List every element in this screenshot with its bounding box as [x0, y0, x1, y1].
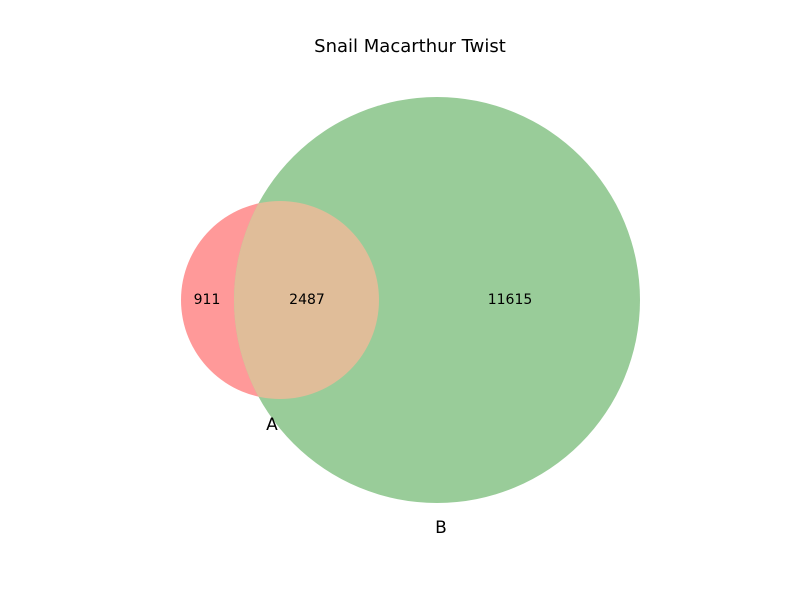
- set-a-label: A: [266, 415, 278, 435]
- b-only-count: 11615: [488, 292, 533, 308]
- chart-title: Snail Macarthur Twist: [314, 36, 506, 57]
- set-b-label: B: [435, 518, 447, 538]
- intersection-count: 2487: [289, 292, 325, 308]
- set-b-circle: [234, 97, 640, 503]
- a-only-count: 911: [194, 292, 221, 308]
